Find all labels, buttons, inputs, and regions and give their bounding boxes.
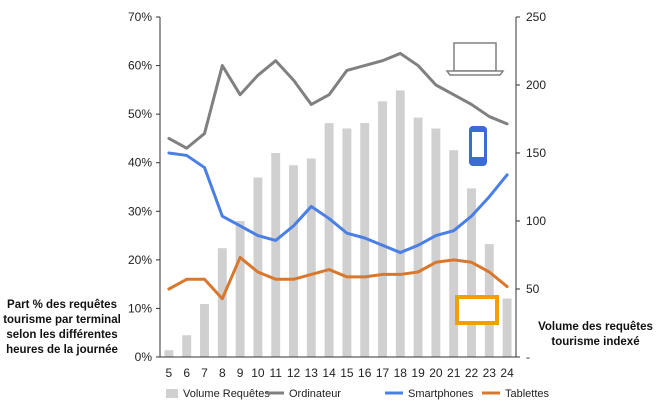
x-tick-label: 12 [287, 366, 301, 380]
x-axis-ticks: 5 6 7 8 9 10 11 12 13 14 15 16 17 18 19 20 21 22 23 24 [166, 366, 515, 380]
x-tick-label: 6 [183, 366, 190, 380]
right-tick-label: 250 [526, 10, 546, 24]
volume-bar [360, 123, 370, 357]
right-tick-label: 50 [526, 282, 540, 296]
volume-bar [200, 303, 209, 357]
left-tick-label: 0% [135, 350, 153, 364]
share-lines [167, 51, 509, 301]
x-tick-label: 11 [269, 366, 282, 380]
left-tick-label: 30% [128, 204, 152, 218]
legend-label: Smartphones [408, 388, 474, 400]
x-tick-label: 13 [305, 366, 319, 380]
volume-bar [502, 298, 512, 357]
left-tick-label: 60% [128, 59, 152, 73]
x-tick-label: 15 [340, 366, 354, 380]
left-axis-ticks: 0% 10% 20% 30% 40% 50% 60% 70% [128, 10, 160, 364]
left-tick-label: 70% [128, 10, 152, 24]
volume-bar [182, 335, 192, 357]
left-tick-label: 50% [128, 107, 152, 121]
left-tick-label: 40% [128, 156, 152, 170]
x-tick-label: 20 [429, 366, 443, 380]
left-tick-label: 10% [128, 301, 152, 315]
x-tick-label: 17 [376, 366, 390, 380]
x-tick-label: 10 [251, 366, 265, 380]
device-icons [445, 42, 505, 325]
volume-bar [235, 221, 245, 357]
x-tick-label: 24 [500, 366, 514, 380]
volume-bar [324, 123, 334, 357]
volume-bar [467, 188, 476, 357]
right-axis-label: Volume des requêtes tourisme indexé [538, 321, 653, 348]
x-tick-label: 18 [394, 366, 408, 380]
right-tick-label: - [526, 350, 530, 364]
volume-bar [271, 153, 281, 357]
smartphone-icon [469, 126, 487, 166]
right-tick-label: 100 [526, 214, 546, 228]
volume-bar [253, 177, 263, 357]
x-tick-label: 9 [237, 366, 244, 380]
tablet-icon [455, 295, 499, 325]
left-axis-label: Part % des requêtes tourisme par termina… [3, 299, 121, 356]
volume-bar [217, 248, 227, 357]
volume-bar [342, 128, 352, 357]
volume-bar [378, 101, 387, 357]
volume-bar [431, 128, 441, 357]
right-tick-label: 200 [526, 78, 546, 92]
volume-bar [449, 150, 459, 357]
volume-bar [413, 117, 423, 357]
laptop-icon [445, 42, 505, 76]
volume-bar [164, 350, 174, 357]
right-tick-label: 150 [526, 146, 546, 160]
axes [159, 17, 517, 358]
series-line-ordinateur [167, 51, 509, 150]
x-tick-label: 19 [411, 366, 425, 380]
x-tick-label: 8 [219, 366, 226, 380]
volume-bar [306, 158, 316, 357]
legend: Volume Requêtes Ordinateur Smartphones Tabl… [166, 388, 550, 400]
legend-label: Ordinateur [289, 388, 341, 400]
x-tick-label: 23 [483, 366, 497, 380]
x-tick-label: 7 [201, 366, 208, 380]
volume-bar [289, 165, 298, 357]
legend-label: Volume Requêtes [183, 388, 270, 400]
series-line-tablettes [167, 255, 509, 301]
volume-bar [395, 90, 405, 357]
x-tick-label: 5 [166, 366, 173, 380]
x-tick-label: 21 [447, 366, 461, 380]
right-axis-ticks: - 50 100 150 200 250 [516, 10, 546, 364]
x-tick-label: 16 [358, 366, 372, 380]
x-tick-label: 22 [465, 366, 479, 380]
x-tick-label: 14 [322, 366, 336, 380]
legend-label: Tablettes [505, 388, 550, 400]
legend-swatch [166, 389, 178, 398]
series-line-smartphones [167, 151, 509, 255]
left-tick-label: 20% [128, 253, 152, 267]
